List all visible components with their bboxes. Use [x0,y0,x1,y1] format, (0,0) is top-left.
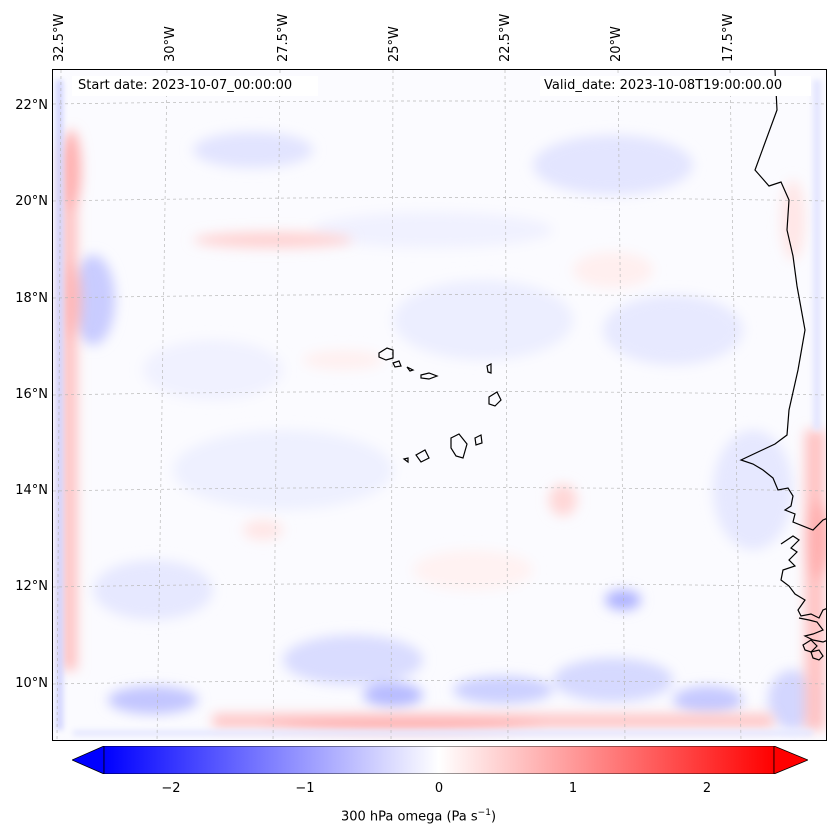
colorbar [72,746,808,774]
lon-label-17-5w: 17.5°W [721,13,736,62]
african-coastline [739,70,826,661]
lon-label-22-5w: 22.5°W [498,13,513,62]
colorbar-tick-label: 0 [434,781,444,796]
lon-label-25w: 25°W [387,26,402,62]
colorbar-extend-max [773,746,808,774]
start-date-label: Start date: 2023-10-07_00:00:00 [72,76,318,96]
colorbar-label: 300 hPa omega (Pa s−1) [340,808,497,825]
field-background [53,70,826,740]
negative-omega-areas [71,132,818,730]
colorbar-gradient [103,746,775,774]
lat-label-20n: 20°N [15,194,48,209]
boundary-band [56,80,821,736]
graticule [53,70,826,740]
lat-label-14n: 14°N [15,483,48,498]
colorbar-tick-label: 1 [568,781,578,796]
positive-omega-areas [61,130,826,732]
lon-label-27-5w: 27.5°W [276,13,291,62]
lon-label-20w: 20°W [609,26,624,62]
lat-label-10n: 10°N [15,676,48,691]
map-plot-area [52,69,827,741]
lon-label-30w: 30°W [163,26,178,62]
colorbar-tick-label: 2 [702,781,712,796]
colorbar-tick-label: −2 [161,781,181,796]
lat-label-12n: 12°N [15,579,48,594]
lat-label-18n: 18°N [15,291,48,306]
lon-label-32-5w: 32.5°W [52,13,67,62]
lat-label-16n: 16°N [15,387,48,402]
colorbar-tick-label: −1 [295,781,315,796]
lat-label-22n: 22°N [15,98,48,113]
valid-date-label: Valid_date: 2023-10-08T19:00:00.00 [540,76,811,96]
omega-field-map [53,70,826,740]
cape-verde-islands [378,347,502,464]
colorbar-extend-min [72,746,105,774]
